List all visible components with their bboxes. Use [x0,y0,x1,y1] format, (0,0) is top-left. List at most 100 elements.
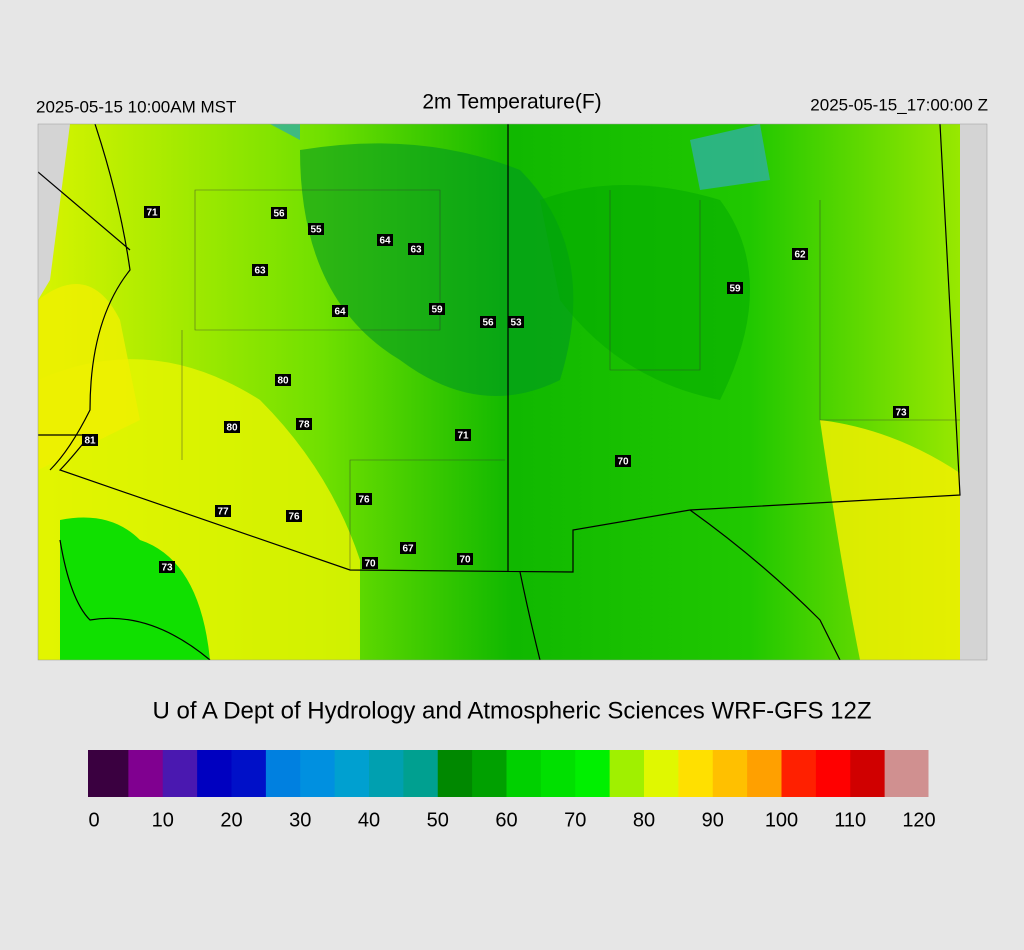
colorbar-tick-label: 40 [358,809,380,831]
station-box [215,505,231,517]
station-box [144,206,160,218]
station-temp: 70 [459,555,471,566]
station-temp: 56 [273,209,285,220]
colorbar-segment [609,750,645,797]
station-box [400,542,416,554]
cold-region [270,124,770,190]
colorbar-segment [644,750,679,797]
station-box [296,418,312,430]
colorbar-segment [575,750,611,797]
colorbar-segment [231,750,267,797]
county-lines [609,190,960,421]
station-box [252,264,268,276]
station-temp: 63 [254,266,266,277]
county-lines [181,189,505,570]
station: 76 [356,493,372,506]
station-temp: 70 [364,559,376,570]
station: 56 [271,207,287,220]
station-box [308,223,324,235]
station-temp: 71 [146,208,158,219]
station: 81 [82,434,98,447]
station-temp: 62 [794,250,806,261]
station: 73 [893,406,909,419]
station: 70 [362,557,378,570]
station: 64 [377,234,393,247]
colorbar-tick-label: 100 [765,809,798,831]
station-temp: 73 [895,408,907,419]
map-frame [37,123,988,661]
colorbar-segment [300,750,336,797]
station: 78 [296,418,312,431]
station-box [224,421,240,433]
station-temp: 80 [277,376,289,387]
station-temp: 81 [84,436,96,447]
cool-region [300,143,574,396]
station-box [408,243,424,255]
station: 80 [275,374,291,387]
map-title: 2m Temperature(F) [422,91,601,114]
station-temp: 59 [729,284,741,295]
station-box [332,305,348,317]
colorbar-segment [850,750,886,797]
station-temp: 64 [379,236,391,247]
colorbar-tick-label: 90 [702,809,724,831]
colorbar-segment [197,750,232,797]
colorbar-tick-label: 80 [633,809,655,831]
station: 53 [508,316,524,329]
station: 70 [615,455,631,468]
colorbar-segment [884,750,929,797]
station: 59 [727,282,743,295]
station: 59 [429,303,445,316]
station-box [480,316,496,328]
station-box [82,434,98,446]
station-box [727,282,743,294]
credit: U of A Dept of Hydrology and Atmospheric… [153,697,872,724]
warm-region [38,284,140,470]
colorbar-tick-label: 10 [152,809,174,831]
station: 80 [224,421,240,434]
warm-region [820,420,970,660]
station-temp: 63 [410,245,422,256]
station: 71 [144,206,160,219]
station: 63 [252,264,268,277]
colorbar-segment [369,750,404,797]
station-temp: 59 [431,305,443,316]
borders [59,509,841,660]
station-temp: 53 [510,318,522,329]
no-data [38,124,70,300]
station-temp: 64 [334,307,346,318]
station: 55 [308,223,324,236]
colorbar-segment [334,750,370,797]
colorbar-segment [265,750,301,797]
station-box [286,510,302,522]
station-temp: 67 [402,544,414,555]
colorbar-segment [540,750,576,797]
station: 64 [332,305,348,318]
colorbar-tick-label: 0 [88,809,99,831]
station: 77 [215,505,231,518]
colorbar-tick-label: 60 [495,809,517,831]
station: 67 [400,542,416,555]
station: 71 [455,429,471,442]
station-box [457,553,473,565]
valid-time-local: 2025-05-15 10:00AM MST [36,97,236,116]
station-box [377,234,393,246]
colorbar-segment [678,750,714,797]
colorbar-segment [437,750,473,797]
station-box [362,557,378,569]
colorbar-tick-label: 30 [289,809,311,831]
colorbar-segment [88,750,129,797]
colorbar-segment [815,750,851,797]
station-box [893,406,909,418]
colorbar-segment [781,750,817,797]
station: 70 [457,553,473,566]
colorbar-segment [162,750,198,797]
station: 73 [159,561,175,574]
station-temp: 55 [310,225,322,236]
station-temp: 80 [226,423,238,434]
station-box [455,429,471,441]
station-temp: 70 [617,457,629,468]
station-box [792,248,808,260]
